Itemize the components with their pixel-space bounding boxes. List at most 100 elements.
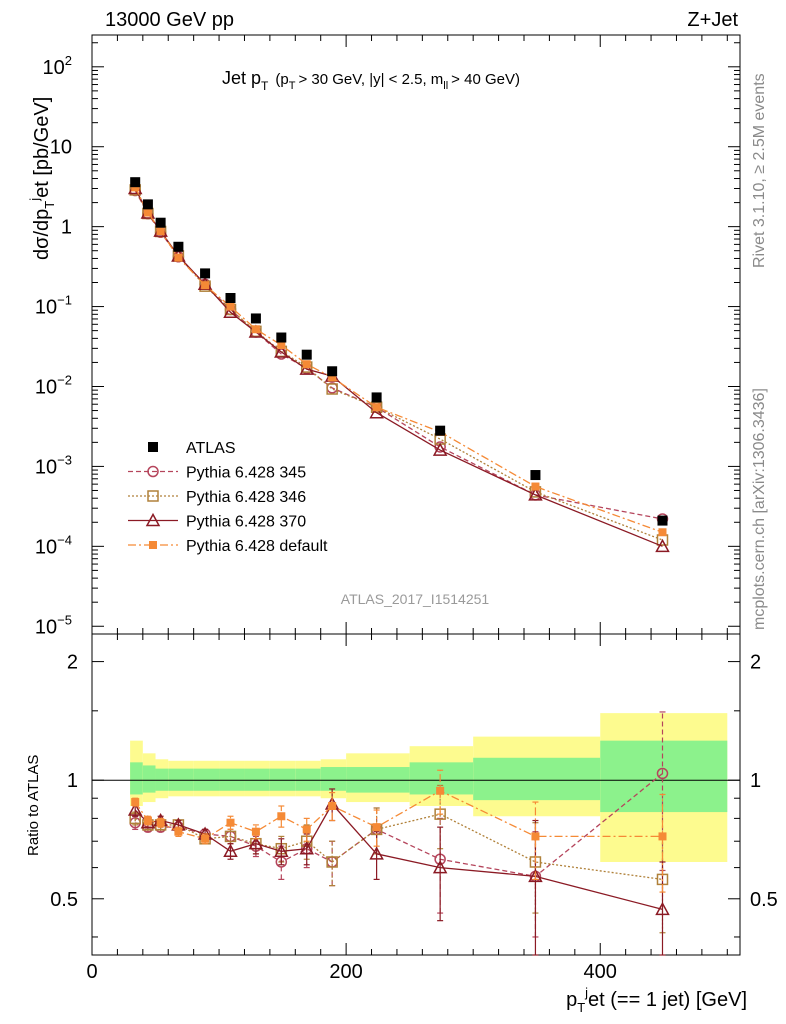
ratio-point-pdef — [143, 816, 152, 825]
axis-ticks — [91, 35, 740, 955]
point-p370 — [274, 344, 289, 358]
top-y-tick-label-4: 10−2 — [35, 372, 72, 398]
point-p370 — [223, 304, 238, 318]
legend-marker-p346 — [147, 490, 159, 502]
top-y-tick-exp: −1 — [57, 293, 72, 308]
legend-item-pdef: Pythia 6.428 default — [128, 538, 328, 555]
top-y-tick-base: 1 — [61, 217, 72, 239]
x-label-sub: T — [577, 1000, 585, 1015]
ratio-point-pdef — [174, 827, 183, 836]
legend-label-p346: Pythia 6.428 346 — [186, 489, 306, 506]
ratio-point-p346 — [224, 830, 237, 843]
ratio-point-pdef — [658, 832, 667, 841]
ratio-point-p370 — [528, 868, 543, 883]
ratio-point-pdef — [372, 823, 381, 832]
top-y-tick-label-1: 10 — [50, 137, 72, 159]
point-pdef — [302, 360, 311, 369]
x-axis-label: pTjet (== 1 jet) [GeV] — [566, 985, 747, 1015]
atlas-point — [301, 349, 312, 360]
ratio-point-pdef — [156, 818, 165, 827]
top-y-tick-base: 10 — [35, 616, 57, 638]
plot-title-cuts-1: (p — [275, 71, 288, 88]
atlas-point — [657, 515, 668, 526]
band-inner-13 — [600, 740, 728, 813]
ratio-y-tick-label-right-2: 0.5 — [750, 889, 778, 911]
top-y-axis-label: dσ/dpTjet [pb/GeV] — [27, 97, 57, 260]
top-y-tick-base: 10 — [35, 297, 57, 319]
point-pdef — [143, 208, 152, 217]
x-label-part2: et (== 1 jet) [GeV] — [588, 989, 747, 1011]
ratio-y-tick-label-right-0: 2 — [750, 652, 761, 674]
x-tick-label-2: 400 — [584, 961, 617, 983]
x-label-part1: p — [566, 989, 577, 1011]
header-left: 13000 GeV pp — [105, 9, 234, 31]
ratio-point-p370 — [248, 836, 264, 850]
plot-title-cuts-1-sub: T — [289, 80, 296, 92]
ratio-y-tick-label-2: 0.5 — [50, 889, 78, 911]
ratio-point-p370 — [223, 843, 238, 858]
point-pdef — [156, 227, 165, 236]
top-y-tick-exp: −3 — [57, 452, 72, 467]
plot-title-cuts-2-sub: ll — [443, 80, 448, 92]
top-y-label-sup: j — [27, 198, 42, 202]
atlas-point — [130, 177, 141, 188]
plot-title: Jet pT (pT > 30 GeV, |y| < 2.5, mll > 40 Ge… — [222, 68, 520, 93]
legend-item-p370: Pythia 6.428 370 — [128, 512, 306, 531]
point-pdef — [131, 183, 140, 192]
top-y-tick-base: 10 — [35, 456, 57, 478]
legend-marker-atlas — [148, 442, 158, 452]
analysis-id: ATLAS_2017_I1514251 — [341, 591, 490, 607]
atlas-point — [155, 217, 166, 228]
ratio-panel-frame — [91, 633, 741, 956]
point-pdef — [328, 373, 337, 382]
top-y-tick-label-5: 10−3 — [35, 452, 72, 478]
point-pdef — [226, 302, 235, 311]
ratio-y-axis-label: Ratio to ATLAS — [25, 755, 42, 856]
legend-marker-p345 — [147, 465, 159, 478]
atlas-point — [225, 293, 236, 304]
legend-item-p345: Pythia 6.428 345 — [128, 465, 306, 482]
point-p370 — [299, 361, 314, 375]
top-y-tick-exp: −5 — [57, 612, 72, 627]
ratio-point-p370 — [274, 843, 289, 858]
ratio-point-p370 — [432, 860, 448, 874]
point-pdef — [372, 403, 381, 412]
top-y-tick-base: 10 — [50, 137, 72, 159]
ratio-point-p370 — [127, 802, 143, 816]
point-pdef — [201, 281, 210, 290]
top-y-tick-base: 10 — [43, 57, 65, 79]
x-tick-label-1: 200 — [329, 961, 362, 983]
ratio-point-p370 — [655, 901, 670, 916]
plot-title-cuts-2: > 30 GeV, |y| < 2.5, m — [298, 71, 443, 88]
ratio-point-pdef — [251, 827, 260, 836]
top-y-tick-base: 10 — [35, 536, 57, 558]
top-y-tick-base: 10 — [35, 376, 57, 398]
plot-title-cuts-3: > 40 GeV) — [451, 71, 520, 88]
x-tick-label-0: 0 — [86, 961, 97, 983]
point-p370 — [528, 487, 543, 501]
ratio-point-p346 — [326, 856, 338, 868]
point-pdef — [251, 325, 260, 334]
top-y-tick-label-0: 102 — [43, 53, 72, 79]
atlas-point — [327, 366, 338, 377]
ratio-y-tick-label-0: 2 — [67, 652, 78, 674]
ratio-point-pdef — [436, 786, 445, 795]
plot-title-main-sub: T — [261, 79, 269, 93]
point-p370 — [432, 442, 448, 456]
top-y-tick-label-3: 10−1 — [35, 293, 72, 319]
atlas-point — [435, 425, 446, 436]
atlas-point — [200, 268, 211, 279]
legend-marker-p370 — [145, 512, 161, 527]
ratio-y-tick-label-right-1: 1 — [750, 770, 761, 792]
ratio-point-pdef — [131, 798, 140, 807]
mcplots-label: mcplots.cern.ch [arXiv:1306.3436] — [751, 388, 768, 630]
ratio-point-pdef — [277, 812, 286, 821]
top-y-tick-exp: −2 — [57, 372, 72, 387]
legend-item-p346: Pythia 6.428 346 — [128, 489, 306, 506]
top-y-tick-label-6: 10−4 — [35, 532, 72, 558]
point-p370 — [369, 405, 384, 419]
legend-item-atlas: ATLAS — [148, 440, 236, 457]
legend-label-p345: Pythia 6.428 345 — [186, 465, 306, 482]
atlas-point — [371, 392, 382, 403]
band-inner-9 — [320, 767, 347, 791]
